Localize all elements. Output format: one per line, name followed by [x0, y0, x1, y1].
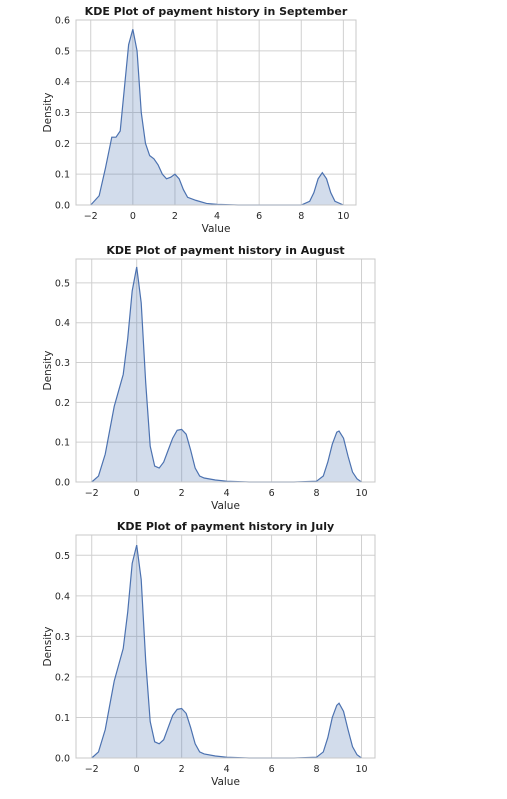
x-tick-label: 10: [337, 211, 349, 222]
y-tick-label: 0.5: [55, 46, 70, 57]
kde-line: [91, 544, 362, 759]
x-tick-label: 10: [355, 764, 367, 775]
x-tick-label: 4: [214, 211, 220, 222]
y-axis-label: Density: [42, 93, 54, 133]
x-tick-label: 2: [179, 764, 185, 775]
y-tick-label: 0.2: [55, 672, 70, 683]
y-tick-label: 0.0: [55, 478, 70, 489]
x-tick-label: 4: [224, 764, 230, 775]
x-tick-label: 10: [355, 488, 367, 499]
x-tick-label: 8: [298, 211, 304, 222]
x-tick-label: −2: [84, 211, 98, 222]
x-tick-label: 0: [134, 764, 140, 775]
y-tick-label: 0.3: [55, 632, 70, 643]
x-tick-label: 8: [314, 764, 320, 775]
x-axis-label: Value: [211, 500, 240, 512]
plot-frame: [75, 19, 357, 206]
kde-line: [90, 29, 344, 206]
plot-frame: [75, 534, 376, 759]
x-tick-label: −2: [85, 488, 99, 499]
y-tick-label: 0.1: [55, 713, 70, 724]
y-tick-label: 0.5: [55, 278, 70, 289]
y-axis-label: Density: [42, 351, 54, 391]
x-axis-label: Value: [202, 223, 231, 235]
y-tick-label: 0.4: [55, 591, 70, 602]
kde-chart-3: 0.0 0.1 0.2 0.3 0.4 0.5 −2 0 2 4 6 8 10 Value Density K…: [42, 520, 376, 788]
y-axis-label: Density: [42, 627, 54, 667]
y-tick-label: 0.1: [55, 438, 70, 449]
x-axis-label: Value: [211, 776, 240, 788]
x-tick-label: 0: [134, 488, 140, 499]
kde-line: [91, 266, 362, 483]
x-tick-label: 2: [179, 488, 185, 499]
x-tick-label: 6: [256, 211, 262, 222]
y-tick-label: 0.5: [55, 551, 70, 562]
chart-title: KDE Plot of payment history in August: [106, 244, 344, 257]
plot-frame: [75, 258, 376, 483]
y-tick-label: 0.4: [55, 77, 70, 88]
kde-area: [91, 545, 362, 758]
x-tick-label: 2: [172, 211, 178, 222]
y-tick-label: 0.4: [55, 318, 70, 329]
chart-title: KDE Plot of payment history in September: [85, 5, 348, 18]
y-tick-label: 0.3: [55, 108, 70, 119]
x-tick-label: 6: [269, 764, 275, 775]
x-tick-label: 4: [224, 488, 230, 499]
x-tick-label: 8: [314, 488, 320, 499]
kde-chart-2: 0.0 0.1 0.2 0.3 0.4 0.5 −2 0 2 4 6 8 10 Value Density K…: [42, 244, 376, 512]
x-tick-label: −2: [85, 764, 99, 775]
kde-chart-1: 0.0 0.1 0.2 0.3 0.4 0.5 0.6 −2 0 2 4 6 8 10 Value Densi…: [42, 5, 357, 235]
y-tick-label: 0.2: [55, 139, 70, 150]
x-tick-label: 0: [130, 211, 136, 222]
y-tick-label: 0.1: [55, 170, 70, 181]
kde-area: [90, 29, 344, 205]
y-tick-label: 0.0: [55, 754, 70, 765]
x-tick-label: 6: [269, 488, 275, 499]
y-tick-label: 0.2: [55, 398, 70, 409]
kde-area: [91, 266, 362, 482]
chart-title: KDE Plot of payment history in July: [117, 520, 334, 533]
y-tick-label: 0.0: [55, 201, 70, 212]
y-tick-label: 0.6: [55, 16, 70, 27]
y-tick-label: 0.3: [55, 358, 70, 369]
